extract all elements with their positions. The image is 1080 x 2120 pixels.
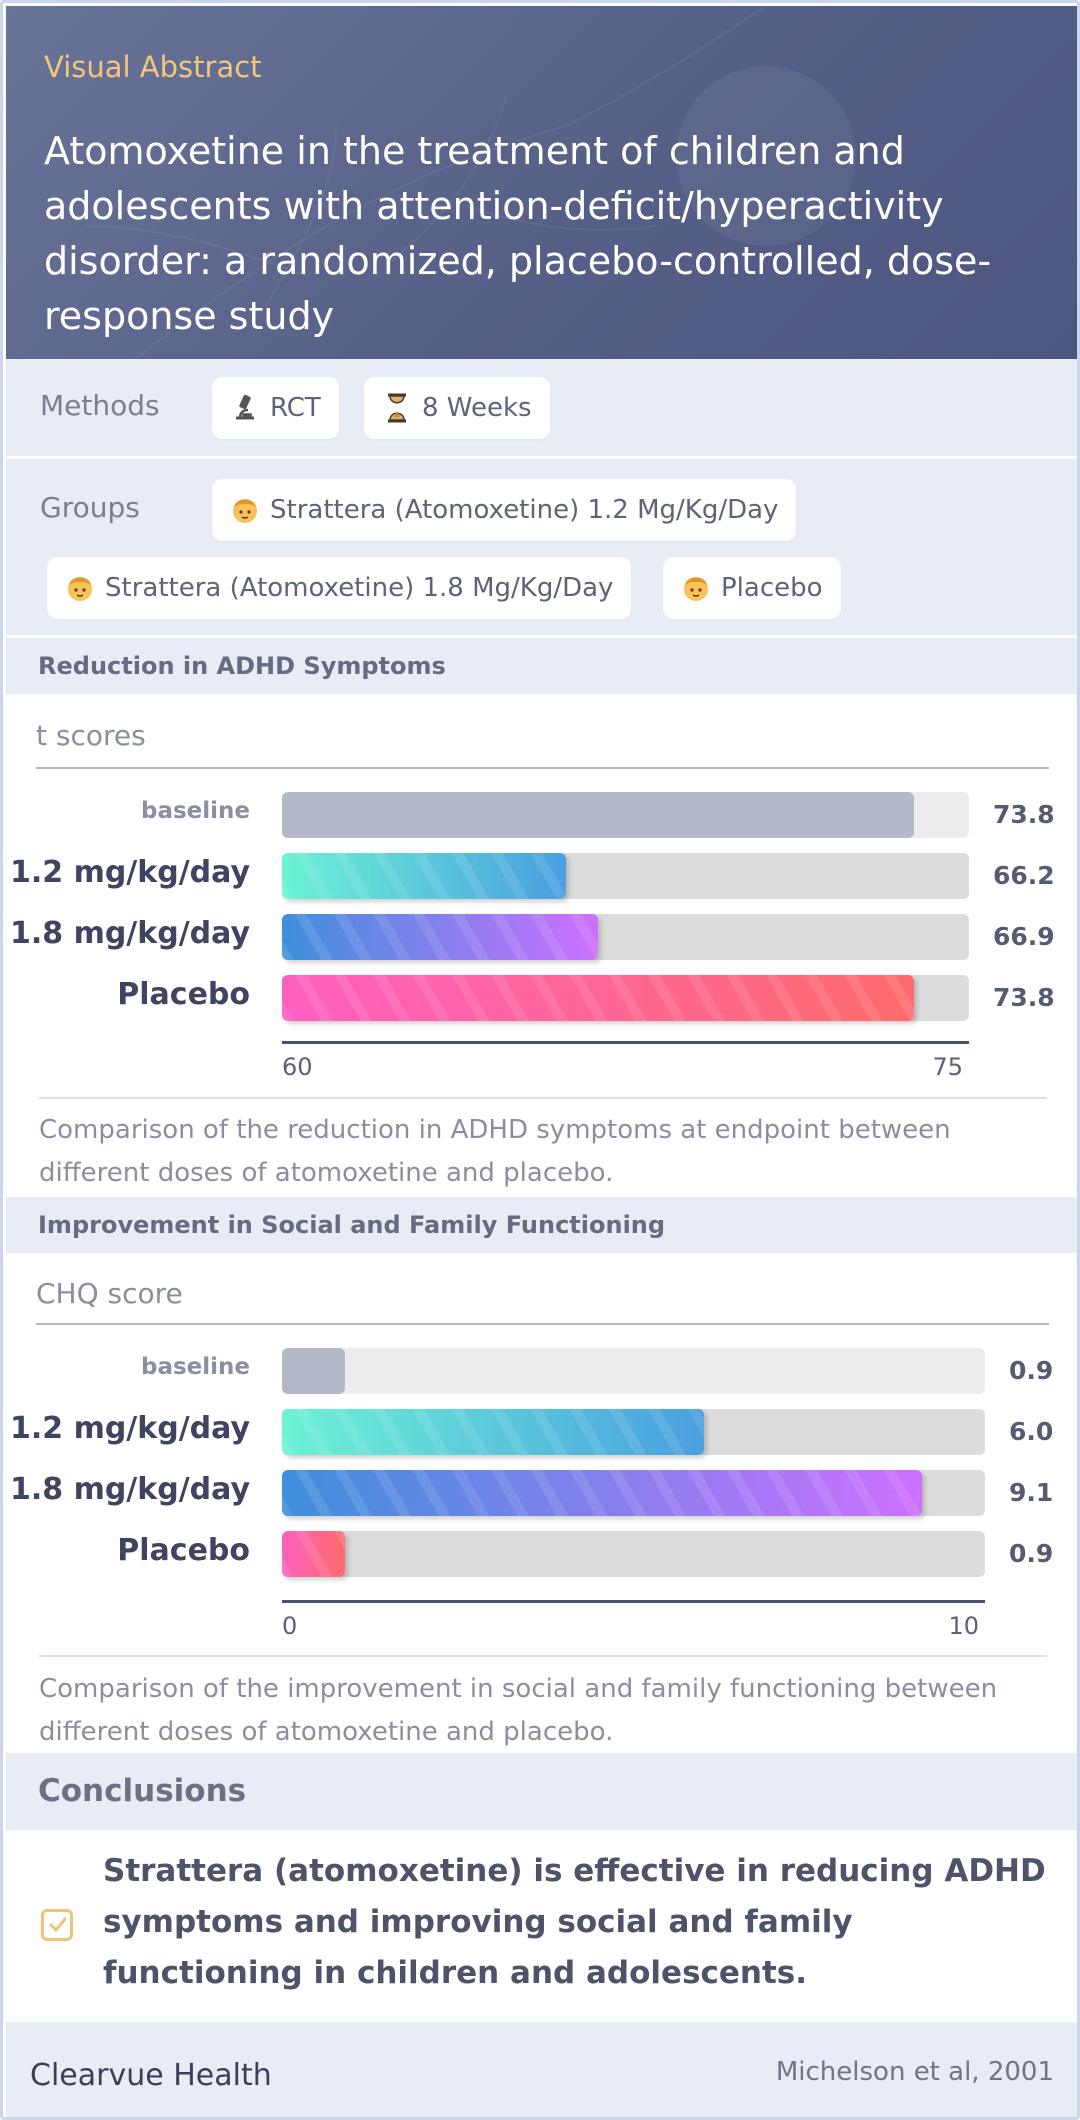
visual-abstract-label: Visual Abstract: [44, 50, 262, 84]
method-chip-duration-label: 8 Weeks: [422, 393, 532, 423]
chart1-category-label: 1.8 mg/kg/day: [9, 916, 250, 951]
chart1-section-header: Reduction in ADHD Symptoms: [6, 638, 1077, 694]
chart1-tick-label: 75: [932, 1053, 963, 1081]
conclusions-label: Conclusions: [38, 1773, 247, 1809]
group-chip-low-dose: Strattera (Atomoxetine) 1.2 Mg/Kg/Day: [212, 479, 797, 541]
chart1-metric-label: t scores: [36, 719, 146, 752]
chart2-bar: [282, 1470, 922, 1516]
chart2-tick-label: 10: [948, 1612, 979, 1640]
chart1-value-label: 66.2: [993, 861, 1055, 890]
chart1-category-label: baseline: [140, 798, 250, 824]
brand-name: Clearvue Health: [30, 2058, 272, 2093]
child-icon: [230, 495, 260, 525]
header: Visual Abstract Atomoxetine in the treat…: [6, 6, 1077, 359]
chart1-bar: [282, 914, 598, 960]
chart2-bar-track: [282, 1531, 985, 1577]
chart2-title: Improvement in Social and Family Functio…: [38, 1211, 666, 1239]
chart2-category-label: 1.8 mg/kg/day: [9, 1472, 250, 1507]
groups-row: Groups Strattera (Atomoxetine) 1.2 Mg/Kg…: [6, 459, 1077, 635]
checkbox-icon: [41, 1909, 73, 1941]
child-icon: [65, 573, 95, 603]
child-icon: [681, 573, 711, 603]
chart1-title: Reduction in ADHD Symptoms: [38, 652, 446, 680]
chart2-category-label: Placebo: [117, 1533, 250, 1568]
microscope-icon: [230, 393, 260, 423]
chart1-bottom-rule: [39, 1097, 1047, 1099]
conclusions-header: Conclusions: [6, 1753, 1077, 1830]
method-chip-rct-label: RCT: [270, 393, 321, 423]
groups-label: Groups: [40, 491, 140, 524]
group-chip-high-dose: Strattera (Atomoxetine) 1.8 Mg/Kg/Day: [47, 557, 632, 619]
group-chip-placebo-label: Placebo: [721, 573, 823, 603]
chart2-value-label: 6.0: [1009, 1417, 1054, 1446]
chart1-bar: [282, 853, 566, 899]
chart2-section-header: Improvement in Social and Family Functio…: [6, 1197, 1077, 1253]
chart1-bar: [282, 975, 914, 1021]
chart1-bar-track: [282, 914, 969, 960]
group-chip-placebo: Placebo: [663, 557, 841, 619]
chart2-bar: [282, 1531, 345, 1577]
chart2-value-label: 0.9: [1009, 1356, 1054, 1385]
chart1-axis-line: [282, 1041, 969, 1044]
leaf-background-decoration: [85, 6, 856, 359]
group-chip-low-dose-label: Strattera (Atomoxetine) 1.2 Mg/Kg/Day: [270, 495, 779, 525]
page-title: Atomoxetine in the treatment of children…: [44, 129, 992, 338]
chart2-bar-track: [282, 1470, 985, 1516]
footer: Clearvue Health Michelson et al, 2001: [6, 2022, 1077, 2117]
methods-label: Methods: [40, 389, 160, 422]
chart2-category-label: 1.2 mg/kg/day: [9, 1411, 250, 1446]
chart1-top-rule: [36, 767, 1049, 769]
chart2-value-label: 0.9: [1009, 1539, 1054, 1568]
chart2-bar: [282, 1348, 345, 1394]
chart2-bar-track: [282, 1348, 985, 1394]
chart1-category-label: 1.2 mg/kg/day: [9, 855, 250, 890]
chart2-value-label: 9.1: [1009, 1478, 1054, 1507]
group-chip-high-dose-label: Strattera (Atomoxetine) 1.8 Mg/Kg/Day: [105, 573, 614, 603]
chart2-bar-track: [282, 1409, 985, 1455]
divider: [6, 456, 1077, 459]
chart2-caption: Comparison of the improvement in social …: [39, 1674, 998, 1747]
chart1-bar-track: [282, 975, 969, 1021]
chart2-metric-label: CHQ score: [36, 1277, 183, 1310]
chart1-bar-track: [282, 792, 969, 838]
method-chip-duration: 8 Weeks: [364, 377, 550, 439]
chart1-value-label: 73.8: [993, 983, 1055, 1012]
chart2-bottom-rule: [39, 1655, 1047, 1657]
divider: [6, 635, 1077, 638]
chart1-value-label: 73.8: [993, 800, 1055, 829]
hourglass-icon: [382, 393, 412, 423]
chart1-bar: [282, 792, 914, 838]
citation: Michelson et al, 2001: [775, 2057, 1054, 2087]
method-chip-rct: RCT: [212, 377, 339, 439]
chart1-caption: Comparison of the reduction in ADHD symp…: [39, 1115, 951, 1188]
chart2-bar: [282, 1409, 704, 1455]
chart2-tick-label: 0: [282, 1612, 298, 1640]
chart1-category-label: Placebo: [117, 977, 250, 1012]
chart2-top-rule: [36, 1323, 1049, 1325]
chart2-axis-line: [282, 1600, 985, 1603]
chart1-tick-label: 60: [282, 1053, 313, 1081]
conclusion-text: Strattera (atomoxetine) is effective in …: [103, 1853, 1046, 1991]
methods-row: Methods RCT 8 Weeks: [6, 359, 1077, 456]
chart1-value-label: 66.9: [993, 922, 1055, 951]
chart2-category-label: baseline: [140, 1354, 250, 1380]
chart1-bar-track: [282, 853, 969, 899]
